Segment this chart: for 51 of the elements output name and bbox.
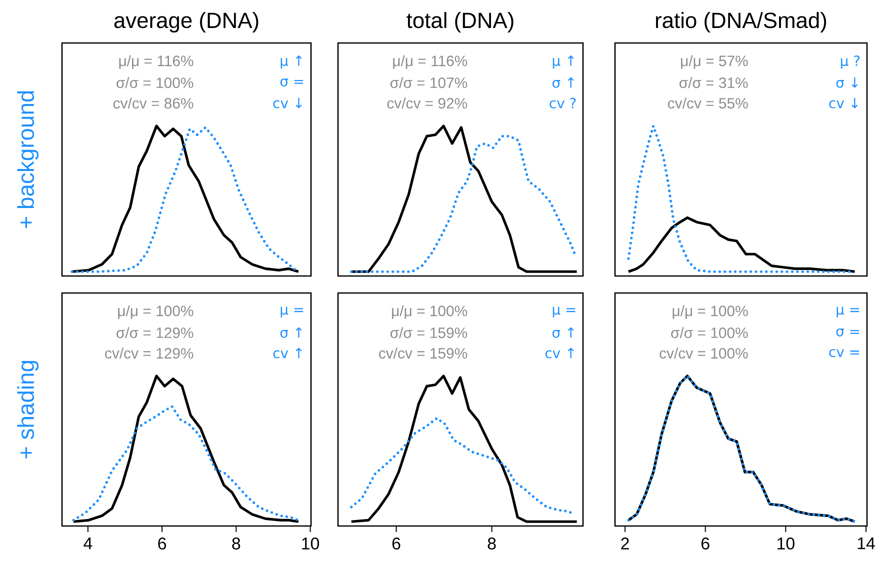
x-tick-label: 6 — [702, 538, 710, 550]
chart-title: average (DNA) — [114, 12, 258, 32]
text: σ ↑ — [552, 77, 574, 88]
text: cv/cv = 159% — [379, 348, 468, 359]
x-tick-label: 8 — [232, 538, 240, 550]
x-tick-label: 6 — [392, 538, 400, 550]
x-tick-label: 14 — [858, 538, 875, 550]
text: cv ? — [550, 98, 576, 108]
chart-title: total (DNA) — [406, 12, 514, 32]
text: cv/cv = 129% — [105, 348, 194, 359]
text: μ = — [552, 306, 576, 318]
text: cv/cv = 92% — [387, 98, 468, 109]
text: cv ↑ — [545, 348, 574, 358]
text: σ/σ = 107% — [390, 77, 468, 88]
text: μ/μ = 57% — [681, 55, 748, 69]
text: σ/σ = 100% — [671, 327, 748, 338]
text: cv/cv = 55% — [668, 98, 748, 109]
text: σ/σ = 100% — [116, 77, 194, 88]
y-axis-title: + shading — [17, 360, 39, 458]
text: σ/σ = 159% — [390, 327, 468, 338]
x-tick-label: 6 — [158, 538, 166, 550]
text: σ ↑ — [280, 327, 302, 338]
x-tick-label: 10 — [778, 538, 794, 550]
text: μ/μ = 100% — [392, 305, 468, 319]
text: σ ↑ — [552, 327, 574, 338]
x-tick-label: 4 — [84, 538, 92, 550]
text: μ ? — [840, 55, 860, 69]
text: μ = — [280, 306, 304, 318]
text: μ ↑ — [280, 56, 302, 69]
text: cv ↑ — [273, 348, 302, 358]
text: σ/σ = 129% — [116, 327, 194, 338]
text: cv ↓ — [829, 98, 858, 108]
text: μ/μ = 116% — [119, 55, 194, 69]
text: σ = — [836, 328, 860, 337]
x-tick-label: 8 — [488, 538, 496, 550]
text: cv ↓ — [273, 98, 302, 108]
y-axis-title: + background — [17, 91, 39, 228]
x-tick-label: 10 — [302, 538, 320, 550]
text: cv = — [829, 349, 860, 358]
chart-title: ratio (DNA/Smad) — [656, 12, 826, 32]
text: σ ↓ — [836, 77, 858, 88]
text: μ/μ = 116% — [393, 55, 468, 69]
text: σ/σ = 31% — [679, 77, 748, 88]
text: μ = — [836, 306, 860, 318]
text: cv/cv = 86% — [113, 98, 194, 109]
x-tick-label: 2 — [621, 538, 629, 550]
text: μ ↑ — [552, 56, 574, 69]
text: cv/cv = 100% — [660, 348, 748, 359]
text: μ/μ = 100% — [672, 305, 748, 319]
text: σ = — [280, 78, 304, 87]
text: μ/μ = 100% — [118, 305, 194, 319]
